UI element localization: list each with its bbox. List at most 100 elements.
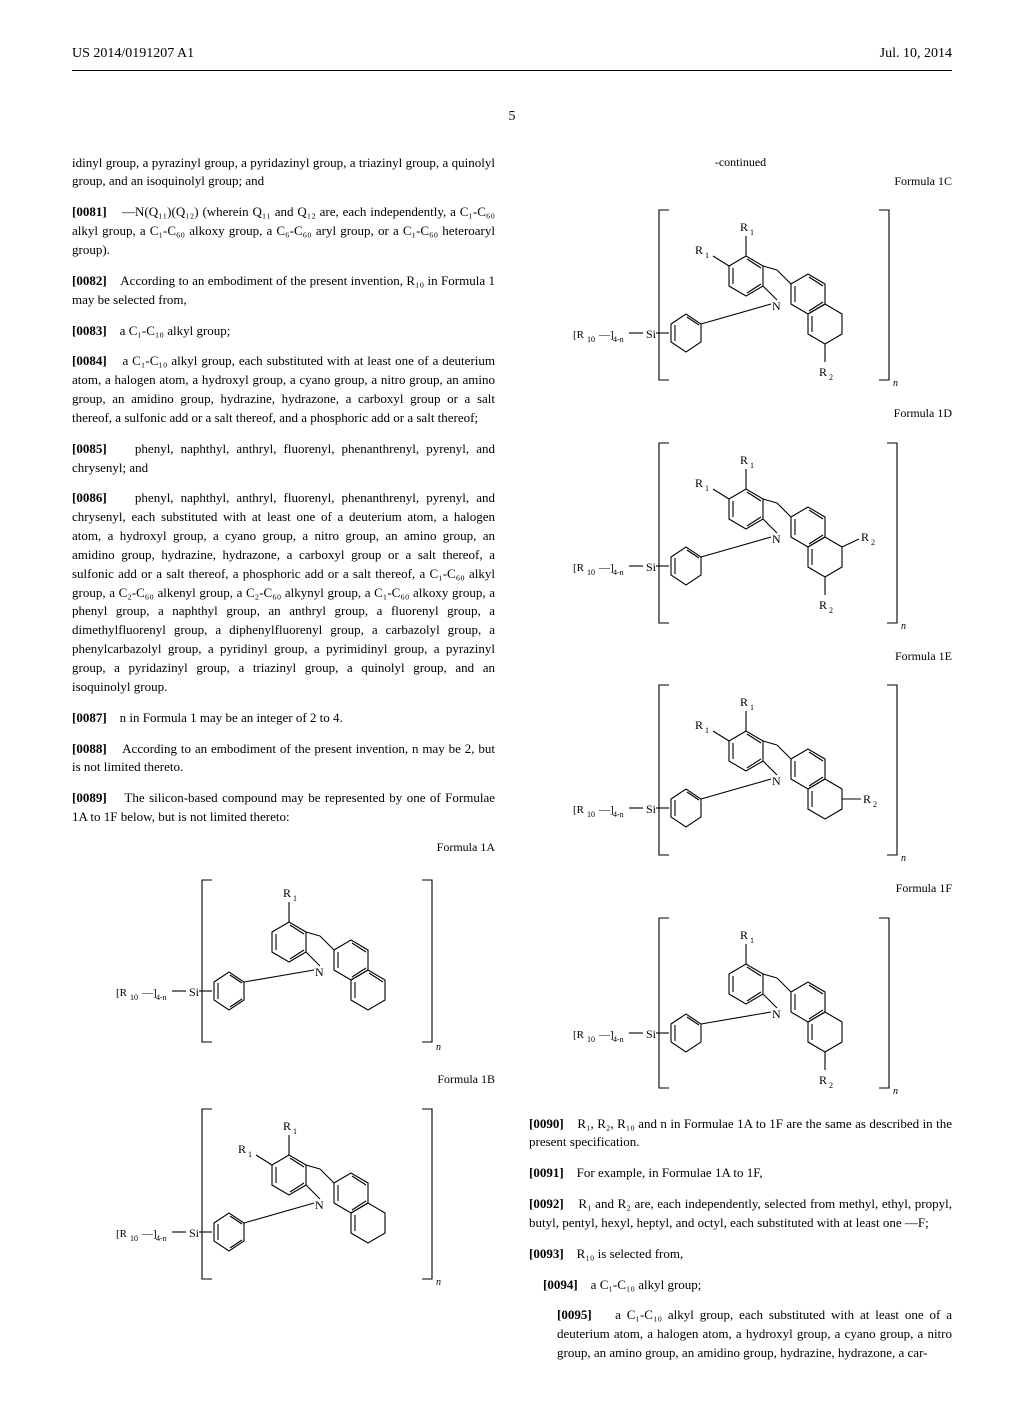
- svg-text:10: 10: [587, 1035, 595, 1044]
- svg-text:—]: —]: [141, 1228, 157, 1240]
- formula-label-1C: Formula 1C: [529, 173, 952, 190]
- para-num: [0086]: [72, 490, 107, 505]
- svg-text:4-n: 4-n: [156, 1234, 167, 1243]
- svg-text:1: 1: [705, 484, 709, 493]
- svg-text:4-n: 4-n: [613, 1035, 624, 1044]
- para-text: According to an embodiment of the presen…: [72, 741, 495, 775]
- svg-text:2: 2: [829, 373, 833, 382]
- para-0084: [0084] a C₁-C₁₀ alkyl group, each substi…: [72, 352, 495, 427]
- svg-text:[R: [R: [573, 1029, 585, 1041]
- publication-date: Jul. 10, 2014: [880, 44, 952, 64]
- para-text: —N(Q₁₁)(Q₁₂) (wherein Q₁₁ and Q₁₂ are, e…: [72, 204, 495, 257]
- structure-1F: Si [R10—]4-n N R1 R2 n: [529, 904, 952, 1099]
- svg-text:N: N: [772, 299, 781, 313]
- svg-text:1: 1: [750, 936, 754, 945]
- formula-label-1B: Formula 1B: [72, 1071, 495, 1088]
- svg-text:N: N: [315, 965, 324, 979]
- svg-text:4-n: 4-n: [613, 335, 624, 344]
- svg-text:R: R: [283, 1119, 291, 1133]
- para-text: R₁, R₂, R₁₀ and n in Formulae 1A to 1F a…: [529, 1116, 952, 1150]
- svg-text:R: R: [819, 1073, 827, 1087]
- svg-text:10: 10: [130, 1234, 138, 1243]
- svg-text:R: R: [740, 453, 748, 467]
- svg-text:n: n: [901, 853, 906, 864]
- formula-label-1E: Formula 1E: [529, 648, 952, 665]
- svg-text:2: 2: [829, 606, 833, 615]
- svg-text:Si: Si: [646, 560, 657, 574]
- structure-1C: Si [R 10 —] 4-n N R1: [529, 196, 952, 391]
- structure-1B: Si [R 10 —] 4-n: [72, 1095, 495, 1290]
- para-text: a C₁-C₁₀ alkyl group;: [120, 323, 231, 338]
- para-text: n in Formula 1 may be an integer of 2 to…: [120, 710, 343, 725]
- svg-text:n: n: [436, 1042, 441, 1053]
- svg-text:R: R: [695, 718, 703, 732]
- structure-1A: Si [R 10 —] 4-n: [72, 862, 495, 1057]
- structure-1D: Si [R10—]4-n N R1 R1 R2 R2: [529, 429, 952, 634]
- svg-text:R: R: [695, 243, 703, 257]
- formula-label-1F: Formula 1F: [529, 880, 952, 897]
- svg-text:4-n: 4-n: [156, 993, 167, 1002]
- svg-text:1: 1: [750, 228, 754, 237]
- svg-text:R: R: [863, 792, 871, 806]
- para-0089: [0089] The silicon-based compound may be…: [72, 789, 495, 827]
- svg-text:n: n: [893, 1086, 898, 1097]
- para-0088: [0088] According to an embodiment of the…: [72, 740, 495, 778]
- svg-text:N: N: [772, 774, 781, 788]
- para-0087: [0087] n in Formula 1 may be an integer …: [72, 709, 495, 728]
- svg-text:N: N: [772, 532, 781, 546]
- page-header: US 2014/0191207 A1 Jul. 10, 2014: [72, 44, 952, 71]
- para-text: a C₁-C₁₀ alkyl group, each substituted w…: [72, 353, 495, 425]
- para-num: [0083]: [72, 323, 107, 338]
- svg-text:1: 1: [705, 726, 709, 735]
- svg-text:R: R: [695, 476, 703, 490]
- left-column: idinyl group, a pyrazinyl group, a pyrid…: [72, 154, 495, 1375]
- svg-text:R: R: [740, 928, 748, 942]
- para-num: [0082]: [72, 273, 107, 288]
- para-text: R₁₀ is selected from,: [577, 1246, 684, 1261]
- para-0081: [0081] —N(Q₁₁)(Q₁₂) (wherein Q₁₁ and Q₁₂…: [72, 203, 495, 260]
- svg-text:Si: Si: [189, 1226, 200, 1240]
- publication-number: US 2014/0191207 A1: [72, 44, 194, 64]
- svg-text:R: R: [819, 598, 827, 612]
- svg-text:Si: Si: [646, 1027, 657, 1041]
- svg-text:2: 2: [871, 538, 875, 547]
- para-num: [0089]: [72, 790, 107, 805]
- para-num: [0084]: [72, 353, 107, 368]
- svg-text:[R: [R: [573, 562, 585, 574]
- svg-text:2: 2: [873, 800, 877, 809]
- para-text: For example, in Formulae 1A to 1F,: [577, 1165, 763, 1180]
- svg-text:Si: Si: [646, 327, 657, 341]
- svg-text:Si: Si: [189, 985, 200, 999]
- page-number: 5: [72, 107, 952, 127]
- para-num: [0091]: [529, 1165, 564, 1180]
- svg-text:[R: [R: [573, 804, 585, 816]
- formula-label-1D: Formula 1D: [529, 405, 952, 422]
- para-0092: [0092] R₁ and R₂ are, each independently…: [529, 1195, 952, 1233]
- para-text: phenyl, naphthyl, anthryl, fluorenyl, ph…: [72, 490, 495, 693]
- svg-text:10: 10: [587, 810, 595, 819]
- svg-text:R: R: [740, 220, 748, 234]
- para-0082: [0082] According to an embodiment of the…: [72, 272, 495, 310]
- svg-text:1: 1: [293, 894, 297, 903]
- svg-text:[R: [R: [573, 329, 585, 341]
- svg-text:—]: —]: [598, 1029, 614, 1041]
- formula-label-1A: Formula 1A: [72, 839, 495, 856]
- para-num: [0092]: [529, 1196, 564, 1211]
- svg-text:Si: Si: [646, 802, 657, 816]
- svg-text:4-n: 4-n: [613, 810, 624, 819]
- para-0091: [0091] For example, in Formulae 1A to 1F…: [529, 1164, 952, 1183]
- svg-text:R: R: [861, 530, 869, 544]
- right-column: -continued Formula 1C Si [R 10 —] 4-n: [529, 154, 952, 1375]
- svg-text:n: n: [901, 621, 906, 632]
- svg-text:—]: —]: [598, 562, 614, 574]
- svg-text:1: 1: [750, 461, 754, 470]
- para-text: a C₁-C₁₀ alkyl group, each substituted w…: [557, 1307, 952, 1360]
- svg-text:n: n: [893, 378, 898, 389]
- svg-text:[R: [R: [116, 1228, 128, 1240]
- svg-text:n: n: [436, 1277, 441, 1288]
- para-num: [0090]: [529, 1116, 564, 1131]
- para-0093: [0093] R₁₀ is selected from,: [529, 1245, 952, 1264]
- svg-text:10: 10: [587, 335, 595, 344]
- para-text: According to an embodiment of the presen…: [72, 273, 495, 307]
- para-0095: [0095] a C₁-C₁₀ alkyl group, each substi…: [557, 1306, 952, 1363]
